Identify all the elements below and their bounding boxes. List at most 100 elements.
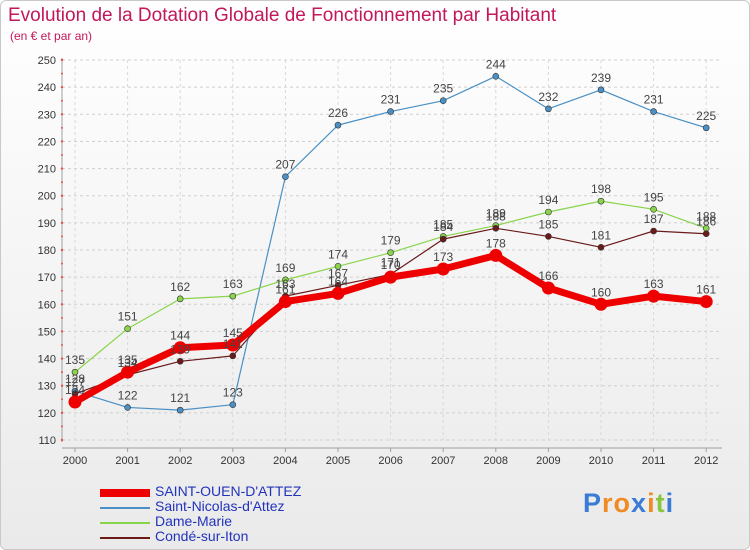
data-label-saint-ouen-d-attez: 166 xyxy=(538,269,558,283)
y-minor-tick xyxy=(61,126,63,129)
y-tick-mark xyxy=(60,85,64,89)
point-cond-sur-iton xyxy=(439,235,447,243)
point-saint-ouen-d-attez xyxy=(173,341,187,355)
data-label-dame-marie: 169 xyxy=(275,261,295,275)
data-label-saint-ouen-d-attez: 124 xyxy=(65,383,85,397)
data-label-cond-sur-iton: 181 xyxy=(591,228,611,242)
y-tick-label: 210 xyxy=(38,164,56,176)
data-label-cond-sur-iton: 184 xyxy=(433,220,453,234)
y-tick-label: 250 xyxy=(38,55,56,67)
x-tick-label: 2010 xyxy=(589,455,613,467)
point-dame-marie xyxy=(597,197,605,205)
data-label-dame-marie: 189 xyxy=(486,207,506,221)
legend-swatch xyxy=(100,507,150,509)
x-tick-label: 2000 xyxy=(63,455,87,467)
data-label-saint-ouen-d-attez: 173 xyxy=(433,250,453,264)
point-dame-marie xyxy=(545,208,552,216)
point-saint-nicolas-d-attez xyxy=(387,108,394,115)
data-label-dame-marie: 198 xyxy=(591,182,611,196)
x-tick-label: 2007 xyxy=(431,455,455,467)
point-saint-nicolas-d-attez xyxy=(492,72,500,80)
point-saint-ouen-d-attez xyxy=(699,295,713,309)
point-saint-ouen-d-attez xyxy=(647,289,661,303)
x-tick-label: 2006 xyxy=(378,455,402,467)
point-saint-nicolas-d-attez xyxy=(702,124,710,132)
data-label-cond-sur-iton: 139 xyxy=(170,342,190,356)
point-saint-nicolas-d-attez xyxy=(334,121,342,129)
data-label-saint-ouen-d-attez: 163 xyxy=(644,277,664,291)
y-tick-mark xyxy=(60,303,64,306)
legend-label: Saint-Nicolas-d'Attez xyxy=(155,498,285,514)
data-label-saint-nicolas-d-attez: 122 xyxy=(118,388,138,402)
data-label-dame-marie: 162 xyxy=(170,280,190,294)
legend-label: Condé-sur-Iton xyxy=(155,528,249,544)
point-dame-marie xyxy=(282,276,289,284)
y-tick-mark xyxy=(60,411,64,415)
data-label-cond-sur-iton: 127 xyxy=(65,375,85,389)
data-label-dame-marie: 194 xyxy=(538,193,558,207)
data-label-saint-nicolas-d-attez: 225 xyxy=(696,109,716,123)
point-dame-marie xyxy=(71,368,79,376)
y-tick-label: 220 xyxy=(38,136,56,148)
chart-subtitle: (en € et par an) xyxy=(10,29,93,43)
y-tick-label: 230 xyxy=(38,109,56,121)
x-tick-label: 2003 xyxy=(221,455,245,467)
y-minor-tick xyxy=(61,154,63,156)
y-minor-tick xyxy=(61,99,63,102)
data-label-dame-marie: 174 xyxy=(328,247,348,261)
point-cond-sur-iton xyxy=(545,233,552,240)
x-tick-label: 2008 xyxy=(484,455,508,467)
y-tick-mark xyxy=(60,58,64,62)
data-label-saint-ouen-d-attez: 160 xyxy=(591,285,611,299)
point-saint-nicolas-d-attez xyxy=(124,404,131,411)
y-tick-label: 150 xyxy=(38,326,56,338)
y-minor-tick xyxy=(61,289,63,292)
point-saint-nicolas-d-attez xyxy=(176,406,184,414)
data-label-saint-ouen-d-attez: 178 xyxy=(486,236,506,250)
data-label-cond-sur-iton: 187 xyxy=(644,212,664,226)
data-label-saint-ouen-d-attez: 144 xyxy=(170,329,190,343)
point-saint-nicolas-d-attez xyxy=(439,97,447,105)
point-saint-nicolas-d-attez xyxy=(545,105,552,113)
y-minor-tick xyxy=(61,316,63,319)
legend-label: Dame-Marie xyxy=(155,513,233,529)
data-label-saint-ouen-d-attez: 164 xyxy=(328,274,348,288)
data-label-saint-nicolas-d-attez: 231 xyxy=(644,93,664,107)
proxiti-logo: Proxiti xyxy=(583,488,675,518)
legend-swatch xyxy=(100,537,150,539)
data-label-saint-nicolas-d-attez: 244 xyxy=(486,57,506,71)
y-tick-mark xyxy=(60,330,64,333)
point-saint-ouen-d-attez xyxy=(278,295,292,309)
y-minor-tick xyxy=(61,208,63,211)
y-tick-label: 190 xyxy=(38,218,56,230)
y-tick-label: 160 xyxy=(38,299,56,311)
y-tick-label: 180 xyxy=(38,245,56,257)
data-label-dame-marie: 188 xyxy=(696,209,716,223)
y-tick-mark xyxy=(60,438,64,442)
y-tick-mark xyxy=(60,140,64,143)
y-tick-mark xyxy=(60,113,64,116)
data-label-saint-nicolas-d-attez: 232 xyxy=(538,90,558,104)
data-label-saint-nicolas-d-attez: 121 xyxy=(170,391,190,405)
point-saint-ouen-d-attez xyxy=(384,270,398,284)
data-label-dame-marie: 179 xyxy=(381,234,401,248)
legend-swatch xyxy=(100,489,150,497)
point-dame-marie xyxy=(387,249,394,257)
y-tick-label: 140 xyxy=(38,354,56,366)
legend-swatch xyxy=(100,522,150,524)
data-label-saint-ouen-d-attez: 161 xyxy=(275,283,295,297)
x-tick-label: 2011 xyxy=(642,455,666,467)
data-label-saint-ouen-d-attez: 170 xyxy=(381,258,401,272)
y-minor-tick xyxy=(61,72,63,75)
point-cond-sur-iton xyxy=(597,243,605,251)
data-label-saint-nicolas-d-attez: 231 xyxy=(381,93,401,107)
data-label-saint-ouen-d-attez: 161 xyxy=(696,283,716,297)
y-tick-label: 200 xyxy=(38,191,56,203)
data-label-cond-sur-iton: 186 xyxy=(696,215,716,229)
y-minor-tick xyxy=(61,344,63,346)
point-saint-ouen-d-attez xyxy=(121,365,135,379)
y-minor-tick xyxy=(61,235,63,238)
data-label-saint-nicolas-d-attez: 239 xyxy=(591,71,611,85)
y-tick-mark xyxy=(60,221,64,225)
